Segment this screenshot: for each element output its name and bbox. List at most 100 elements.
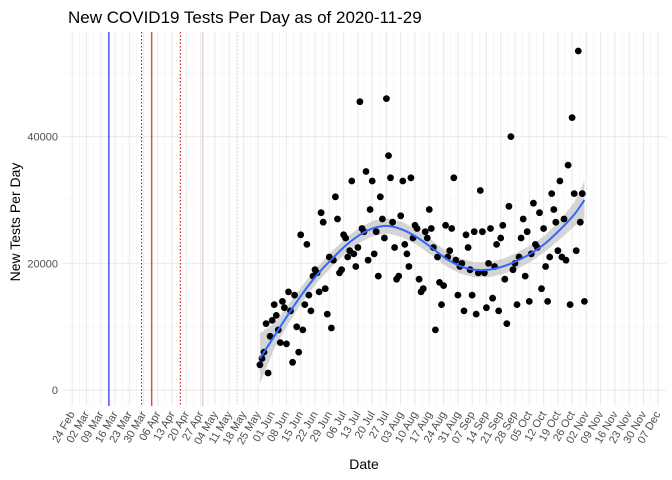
data-point: [362, 168, 370, 175]
data-point: [548, 190, 556, 198]
data-point: [352, 263, 360, 270]
chart-title: New COVID19 Tests Per Day as of 2020-11-…: [68, 8, 422, 27]
trend-line: [259, 199, 586, 360]
data-point: [268, 317, 276, 324]
data-point: [468, 291, 476, 299]
data-point: [283, 340, 290, 348]
data-point: [525, 298, 533, 305]
data-point: [295, 348, 303, 356]
reference-lines: [108, 32, 238, 406]
data-point: [293, 323, 301, 331]
data-point: [407, 174, 415, 182]
data-point: [450, 174, 458, 182]
data-point: [366, 206, 374, 213]
data-point: [572, 247, 580, 255]
data-point: [489, 294, 496, 302]
data-point: [570, 190, 578, 198]
data-point: [301, 301, 309, 308]
data-point: [305, 291, 313, 299]
data-point: [530, 199, 537, 207]
data-point: [517, 234, 525, 242]
data-point: [509, 266, 517, 274]
y-tick-labels: 0 20000 40000: [27, 132, 58, 398]
data-point: [387, 174, 394, 182]
data-point: [546, 253, 554, 261]
data-point: [540, 225, 547, 232]
y-tick-label: 0: [52, 385, 58, 397]
data-point: [372, 228, 380, 236]
data-point: [370, 250, 378, 258]
data-point: [272, 312, 280, 319]
data-point: [405, 263, 413, 270]
data-point: [317, 209, 325, 217]
data-point: [423, 234, 431, 242]
data-point: [266, 332, 274, 340]
data-point: [487, 225, 494, 232]
data-point: [303, 241, 311, 248]
data-point: [348, 177, 356, 185]
data-point: [338, 266, 345, 274]
data-point: [415, 275, 423, 283]
data-point: [542, 263, 549, 270]
data-point: [568, 114, 576, 121]
data-point: [307, 307, 315, 315]
data-point: [342, 234, 349, 242]
data-point: [554, 247, 562, 255]
data-point: [536, 209, 543, 217]
data-point: [368, 177, 376, 185]
data-point: [289, 358, 296, 366]
data-point: [425, 206, 433, 213]
y-tick-label: 40000: [27, 132, 58, 144]
y-axis-title: New Tests Per Day: [7, 163, 23, 282]
data-point: [481, 269, 488, 277]
data-point: [354, 244, 362, 251]
data-point: [332, 193, 339, 201]
data-point: [328, 324, 335, 332]
data-point: [562, 256, 570, 264]
data-point: [523, 228, 531, 236]
x-axis-title: Date: [349, 456, 379, 472]
data-point: [560, 215, 568, 223]
data-point: [350, 250, 358, 258]
data-point: [315, 288, 323, 296]
data-point: [374, 272, 382, 280]
data-point: [448, 225, 456, 232]
data-point: [395, 272, 403, 280]
data-point: [519, 215, 527, 223]
data-point: [483, 304, 490, 312]
data-point: [438, 301, 445, 308]
data-point: [383, 95, 390, 102]
data-point: [321, 285, 329, 293]
data-point: [397, 212, 405, 220]
data-point: [462, 231, 470, 239]
data-point: [364, 256, 372, 264]
data-point: [538, 285, 545, 293]
data-point: [403, 250, 411, 258]
data-point: [564, 161, 572, 169]
data-point: [285, 288, 292, 296]
data-point: [495, 307, 503, 315]
data-point: [552, 218, 560, 226]
data-point: [556, 177, 564, 185]
data-point: [421, 228, 429, 236]
data-point: [427, 225, 435, 232]
data-point: [454, 291, 462, 299]
data-point: [323, 310, 331, 318]
data-point: [501, 275, 509, 283]
data-point: [574, 47, 582, 55]
data-point: [281, 304, 288, 312]
data-point: [513, 301, 521, 308]
data-point: [381, 234, 388, 242]
data-point: [578, 190, 586, 198]
data-point: [499, 221, 507, 229]
data-point: [544, 298, 551, 305]
data-point: [297, 231, 305, 239]
data-point: [442, 221, 449, 229]
loess-trend-line: [259, 199, 586, 360]
data-point: [464, 244, 472, 251]
data-point: [460, 307, 468, 315]
data-point: [376, 193, 384, 201]
data-point: [401, 241, 409, 248]
data-point: [334, 215, 341, 223]
